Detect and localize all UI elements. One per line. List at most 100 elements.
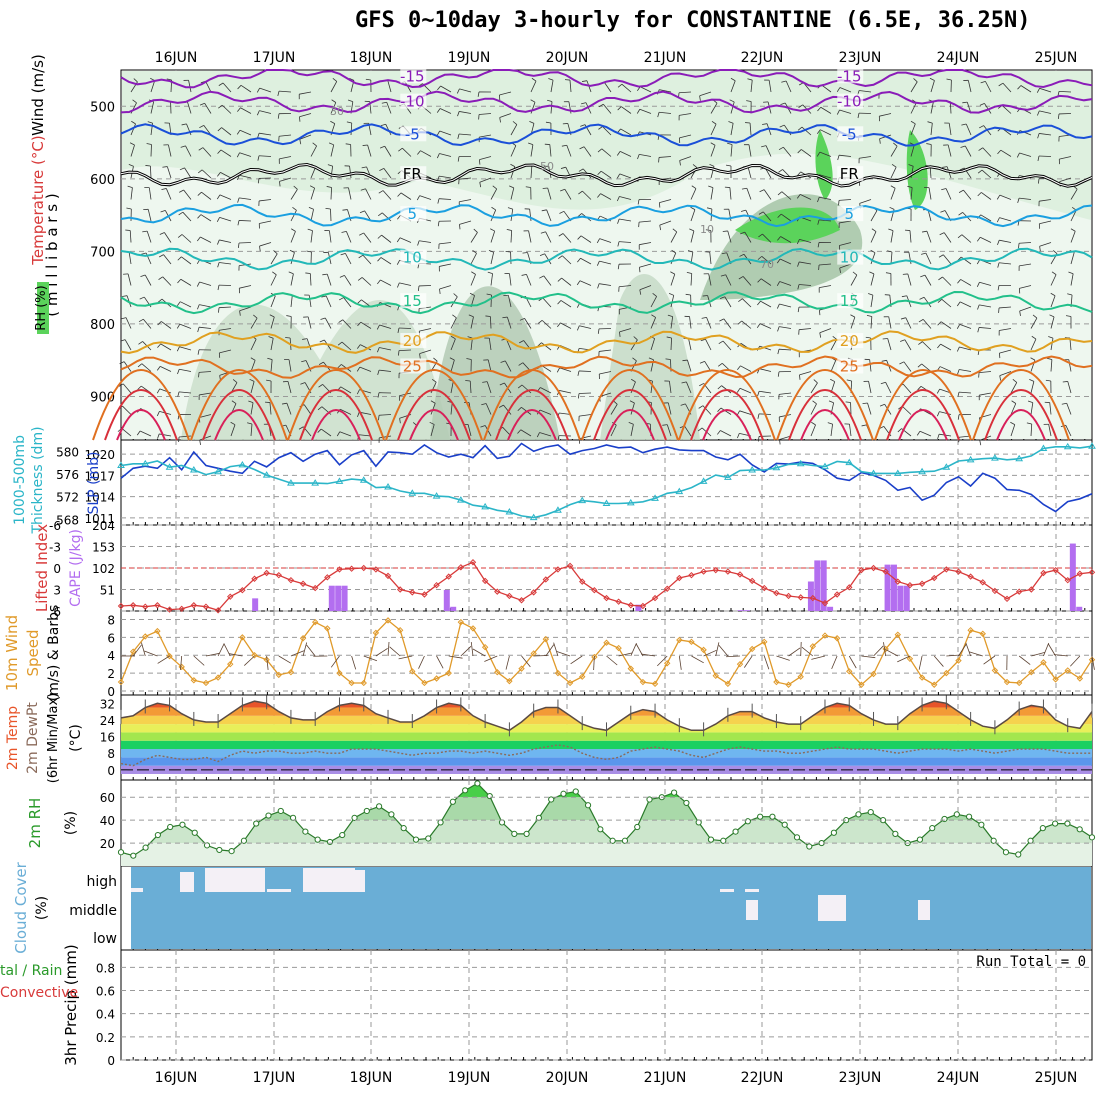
wind-speed-marker [214,674,222,681]
wind-barb-flag [558,255,563,260]
wind-barb-flag [147,121,153,124]
wind-barb [890,188,896,200]
wind-barb-flag [920,274,926,278]
cape-bar [903,585,910,611]
cape-bar [341,585,348,611]
wind-barb [902,405,912,415]
wind-barb [530,102,536,114]
wind-barb [801,126,812,136]
wind-barb-flag [918,319,924,323]
rh-marker [1015,851,1022,858]
wind-barb-flag [302,338,308,340]
wind-speed-marker [336,669,343,677]
wind-barb [727,230,732,243]
wind-barb-flag [199,439,201,446]
wind-barb-flag [177,391,180,397]
wind-barb [162,276,172,286]
wind-barb [579,325,592,329]
wind-barb-flag [157,298,163,303]
wind-barb [219,328,232,331]
lifted-index-marker [384,572,392,580]
wind-barb-flag [291,228,296,232]
thickness-marker [602,499,611,506]
wind-barb [459,177,472,180]
wind-speed-marker [603,639,610,646]
wind-barb [201,169,212,179]
wind-barb [708,273,712,286]
rh-marker [978,821,985,828]
wind-barb [610,425,617,437]
wind-barb-flag [596,260,600,266]
wind-barb-flag [177,234,183,238]
wind-barb-flag [577,257,581,263]
wind-barb [122,383,132,394]
lifted-index-axis-title: Lifted Index [33,524,51,612]
wind-barb-flag [1012,379,1018,383]
isotherm-label: -5 [842,125,857,143]
surface-wind-barb [883,642,887,657]
wind-barb [566,145,572,157]
rh-marker [572,788,579,795]
surface-isotherm [800,409,850,441]
wind-barb-flag [485,315,491,317]
wind-barb [979,327,992,329]
wind-barb-flag [140,274,146,278]
rh-region [430,286,560,440]
wind-barb-flag [737,365,741,370]
wind-barb [339,431,352,437]
rh-region [600,274,700,440]
wind-barb-flag [959,167,965,171]
thickness-marker [578,496,587,504]
surface-wind-barb [521,655,531,668]
thickness-marker [117,461,125,468]
lifted-index-marker [833,591,841,598]
wind-barb-flag [378,415,380,421]
wind-barb-flag [960,145,966,148]
wind-barb [130,144,135,157]
wind-barb-flag [687,250,693,253]
precip-tick-label: 0.6 [96,985,115,999]
wind-barb-flag [247,422,253,425]
wind-barb-flag [239,310,241,316]
rh-marker [1002,849,1010,856]
wind-barb [885,382,892,394]
wind-barb [762,233,772,243]
wind-barb-flag [636,109,641,114]
lifted-index-marker [918,580,926,587]
wind-barb [1019,197,1032,200]
wind-barb [1019,263,1032,267]
panel-frame [120,610,1093,696]
wind-barb [310,166,317,179]
wind-barb [903,361,912,372]
thickness-marker [384,483,392,490]
wind-barb-flag [119,361,125,365]
cloud-background [131,867,1091,949]
wind-barb [439,175,452,179]
wind-barb [348,187,352,200]
wind-barb-flag [547,99,553,102]
surface-wind-barb [205,652,220,657]
wind-barb-flag [697,427,703,432]
surface-isotherm [898,409,948,441]
wind-barb-flag [272,271,277,276]
rh-contour-label: 10 [700,223,714,236]
surface-wind-barb [1091,655,1095,670]
wind-speed-marker [251,652,258,659]
wind-barb [730,101,735,114]
wind-barb-flag [598,126,603,130]
wind-barb [870,231,877,243]
wind-barb [503,404,512,415]
wind-barb-flag [331,99,337,103]
wind-barb-flag [628,422,634,425]
wind-speed-marker [797,673,804,680]
wind-barb-flag [725,164,732,167]
minmax-axis-title: (6hr Min/Max) [46,693,61,783]
wind-barb-flag [266,379,272,382]
wind-barb [362,254,372,265]
rh-marker [449,798,456,805]
wind-barb-flag [125,229,131,231]
wind-barb-flag [317,406,323,411]
wind-barb [528,230,532,243]
wind-barb [819,263,832,266]
wind-barb [830,360,837,372]
